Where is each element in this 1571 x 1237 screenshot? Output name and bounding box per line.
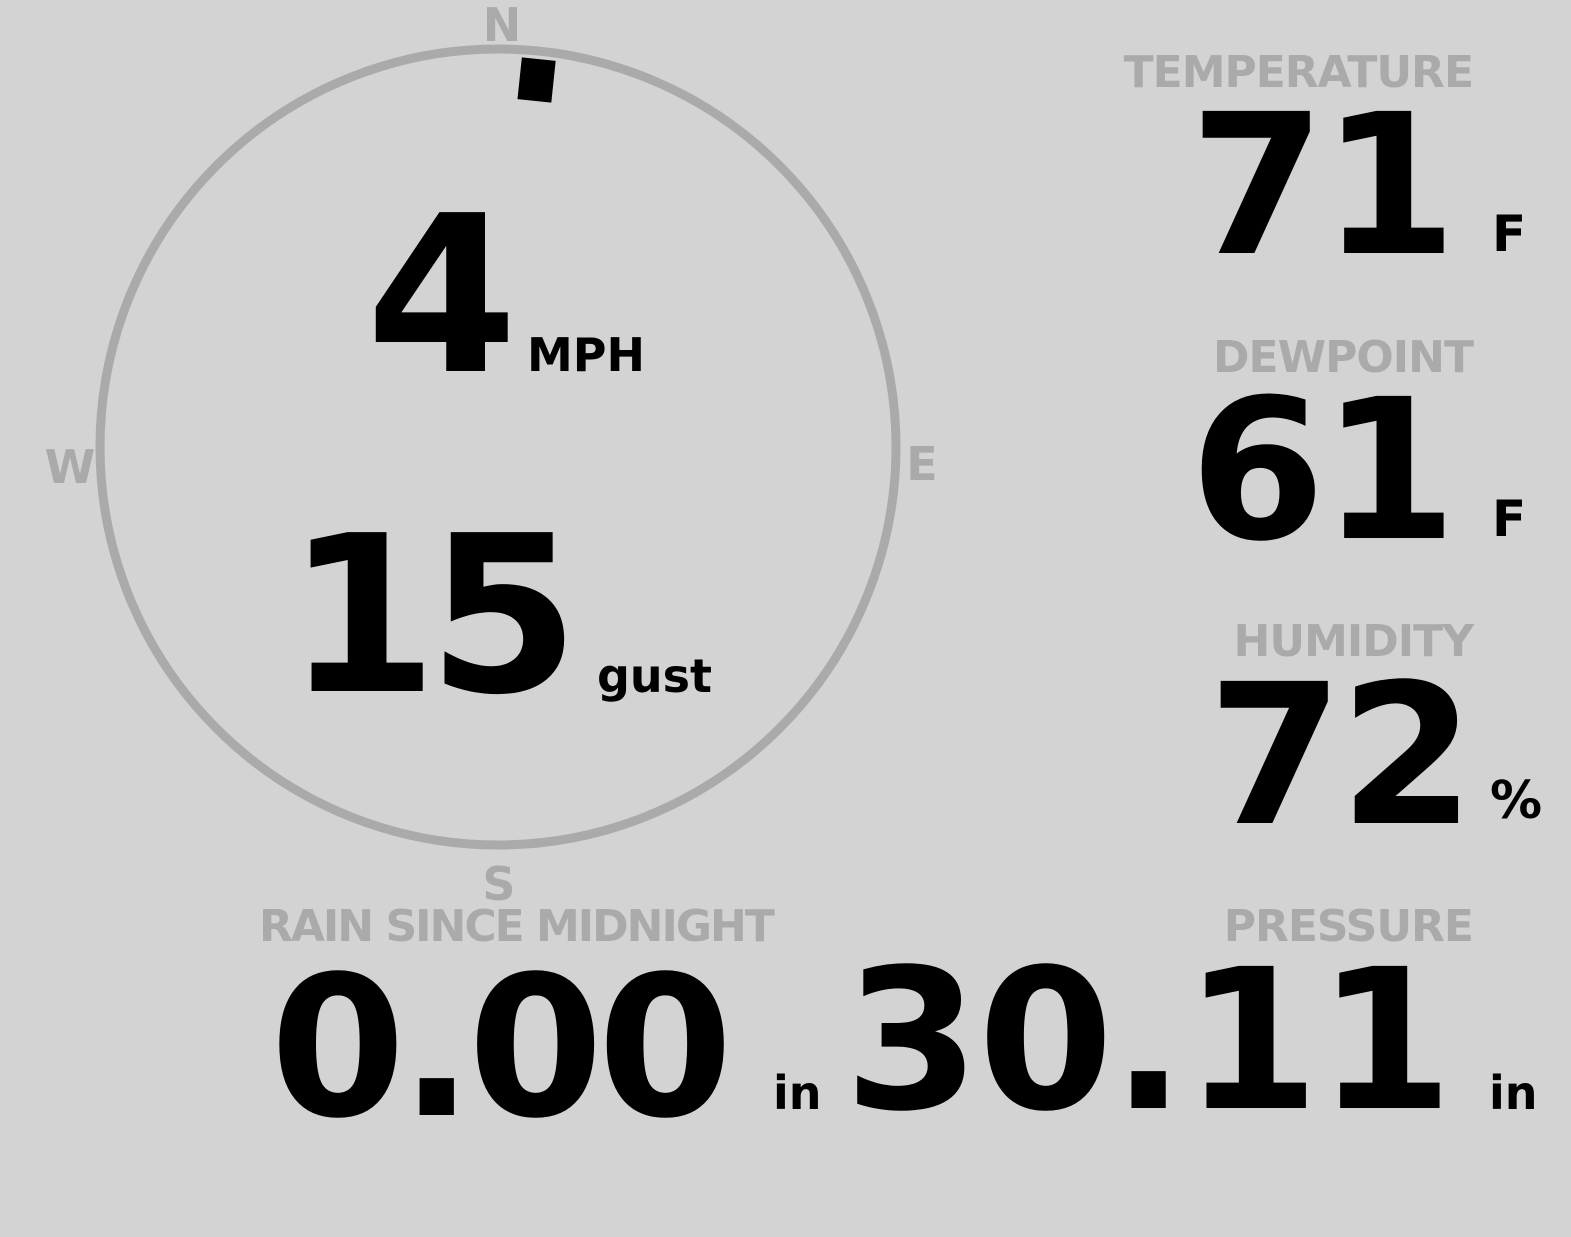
temperature-label: TEMPERATURE [1123, 47, 1474, 98]
wind-speed-unit: MPH [527, 328, 645, 382]
compass-east-label: E [906, 437, 938, 491]
temperature-value: 71 [1189, 72, 1457, 299]
humidity-value: 72 [1207, 642, 1475, 869]
pressure-label: PRESSURE [1223, 901, 1474, 952]
pressure-value: 30.11 [844, 927, 1453, 1154]
compass-south-label: S [482, 857, 516, 911]
humidity-label: HUMIDITY [1233, 616, 1474, 667]
wind-speed-value: 4 [366, 170, 518, 423]
compass-west-label: W [44, 440, 96, 494]
dewpoint-unit: F [1492, 490, 1527, 548]
compass-ring [95, 44, 901, 850]
rain-label: RAIN SINCE MIDNIGHT [259, 901, 775, 952]
humidity-unit: % [1490, 771, 1543, 831]
wind-gust-unit: gust [597, 649, 713, 703]
dewpoint-value: 61 [1189, 357, 1457, 584]
rain-value: 0.00 [270, 934, 733, 1161]
temperature-unit: F [1492, 205, 1527, 263]
pressure-unit: in [1489, 1066, 1538, 1120]
wind-gust-value: 15 [286, 490, 579, 743]
dewpoint-label: DEWPOINT [1213, 332, 1474, 383]
wind-direction-marker [517, 57, 556, 103]
rain-unit: in [773, 1066, 822, 1120]
compass-north-label: N [482, 0, 522, 52]
